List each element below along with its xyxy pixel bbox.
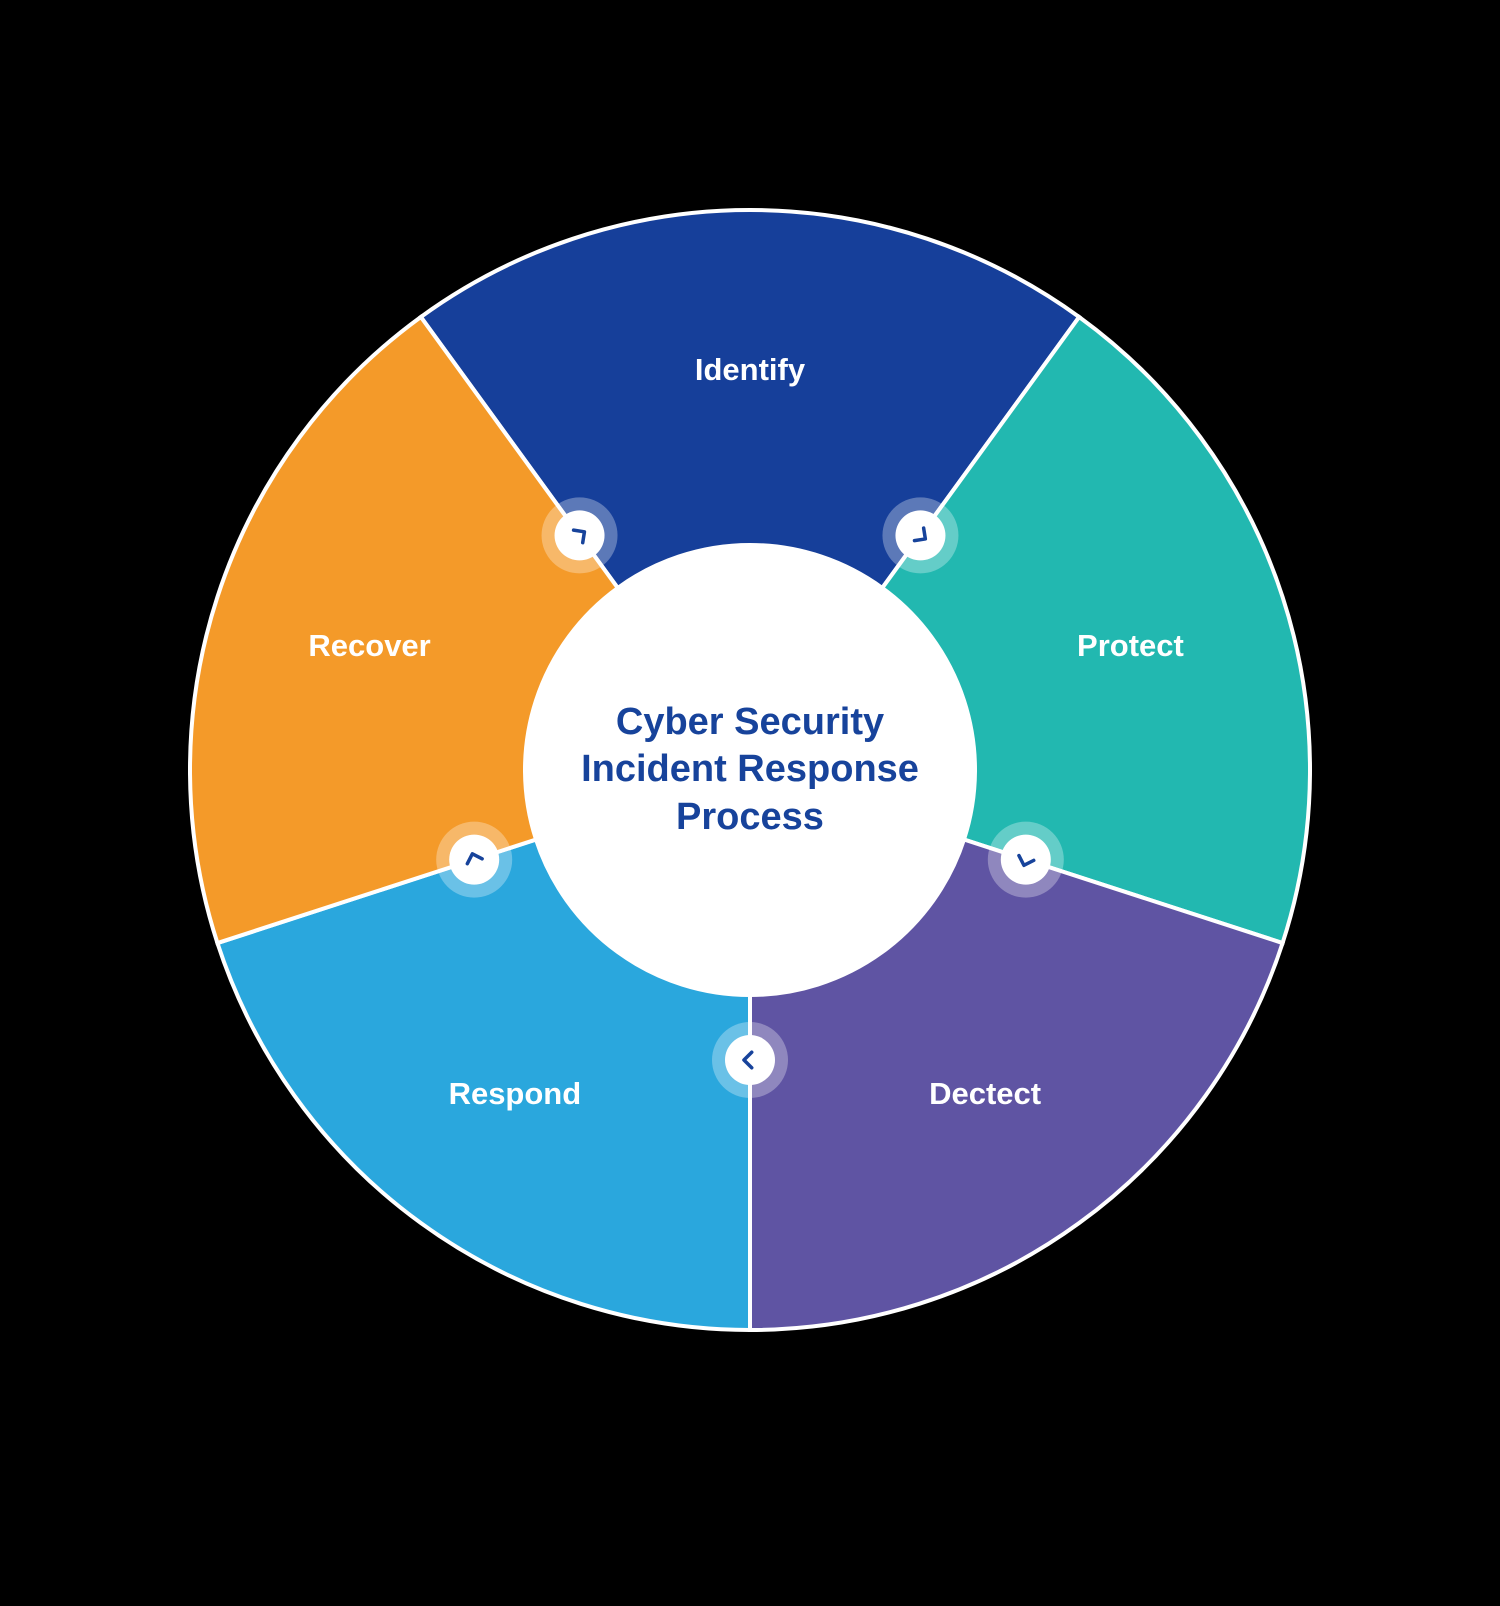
center-circle <box>525 545 975 995</box>
arrow-marker <box>542 497 618 573</box>
arrow-marker <box>988 822 1064 898</box>
cycle-donut-chart <box>0 0 1500 1606</box>
arrow-marker <box>882 497 958 573</box>
diagram-stage: Cyber SecurityIncident ResponseProcess I… <box>0 0 1500 1606</box>
arrow-marker <box>712 1022 788 1098</box>
arrow-marker <box>436 822 512 898</box>
